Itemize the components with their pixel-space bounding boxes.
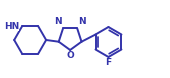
Text: O: O: [66, 51, 74, 60]
Text: HN: HN: [4, 22, 19, 31]
Text: F: F: [105, 58, 112, 67]
Text: N: N: [54, 17, 62, 26]
Text: N: N: [78, 17, 86, 26]
